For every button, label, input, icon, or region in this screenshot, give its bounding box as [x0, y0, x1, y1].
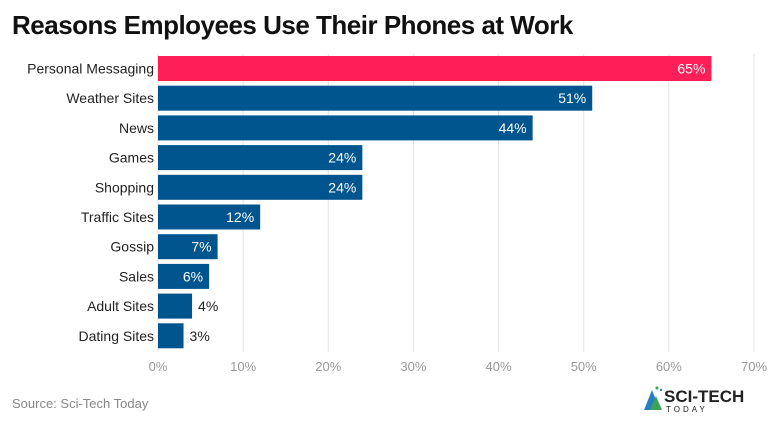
data-label: 24% [328, 150, 356, 166]
category-label: Personal Messaging [27, 61, 154, 77]
x-tick-label: 40% [486, 359, 512, 374]
bar [158, 145, 363, 171]
category-label: Traffic Sites [81, 209, 154, 225]
category-label: Games [109, 150, 154, 166]
bar [158, 204, 261, 230]
bar-chart: 0% 10% 20% 30% 40% 50% 60% 70% Personal Messagin… [27, 54, 767, 374]
category-label: News [119, 120, 154, 136]
bar [158, 115, 533, 141]
sci-tech-logo: SCI-TECH TODAY [644, 386, 744, 414]
bar [158, 234, 218, 260]
bar [158, 293, 193, 319]
data-label: 6% [183, 268, 203, 284]
data-label: 7% [191, 239, 211, 255]
bar [158, 85, 593, 111]
bar [158, 174, 363, 200]
data-label: 3% [190, 328, 210, 344]
bar [158, 323, 184, 349]
x-tick-label: 0% [149, 359, 168, 374]
category-label: Shopping [95, 179, 154, 195]
data-label: 51% [558, 90, 586, 106]
x-tick-label: 10% [230, 359, 256, 374]
x-tick-label: 60% [656, 359, 682, 374]
category-label: Sales [119, 268, 154, 284]
bar [158, 263, 210, 289]
category-label: Weather Sites [66, 90, 154, 106]
svg-text:SCI-TECH: SCI-TECH [664, 387, 744, 406]
source-note: Source: Sci-Tech Today [12, 396, 149, 411]
category-label: Adult Sites [87, 298, 154, 314]
x-tick-label: 30% [400, 359, 426, 374]
x-tick-label: 70% [741, 359, 767, 374]
data-label: 65% [677, 61, 705, 77]
category-label: Dating Sites [79, 328, 154, 344]
x-tick-label: 20% [315, 359, 341, 374]
x-tick-label: 50% [571, 359, 597, 374]
data-label: 44% [499, 120, 527, 136]
bar [158, 56, 712, 81]
chart-title: Reasons Employees Use Their Phones at Wo… [12, 10, 573, 40]
svg-text:TODAY: TODAY [666, 405, 708, 414]
category-label: Gossip [110, 239, 154, 255]
data-label: 12% [226, 209, 254, 225]
data-label: 4% [198, 298, 218, 314]
data-label: 24% [328, 179, 356, 195]
